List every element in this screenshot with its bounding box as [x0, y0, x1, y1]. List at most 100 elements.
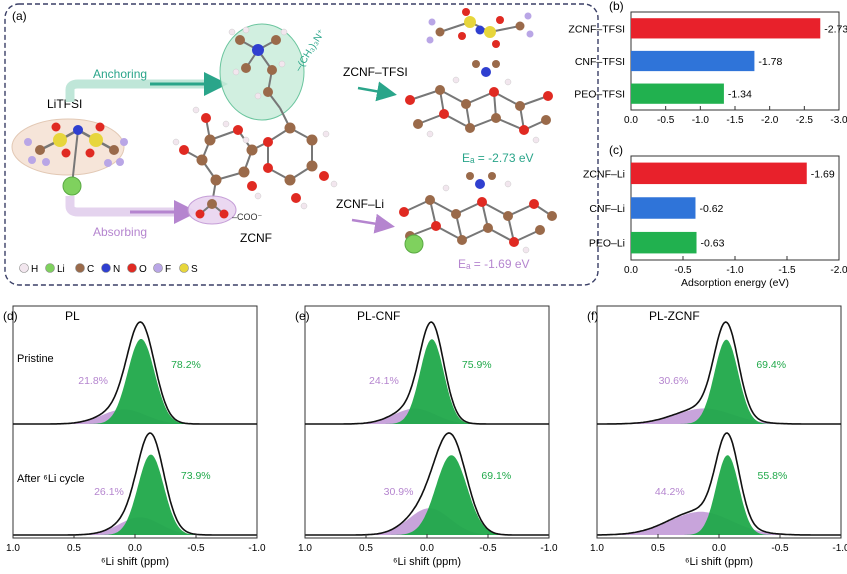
zcnf-molecule [172, 106, 338, 210]
x-tick-label: 0.0 [624, 115, 638, 126]
x-tick-label: 1.0 [6, 543, 20, 554]
percent-label: 73.9% [181, 470, 211, 482]
fit-component-area [597, 339, 841, 424]
percent-label: 69.1% [481, 470, 511, 482]
total-spectrum-line [13, 432, 257, 536]
panel-a-frame [4, 3, 599, 286]
data-label: -2.73 [824, 23, 847, 35]
panel-label: (c) [609, 143, 623, 157]
complex-tfsi-label: ZCNF–TFSI [343, 65, 408, 79]
total-spectrum-line [597, 321, 841, 425]
percent-label: 75.9% [462, 359, 492, 371]
chart-title: PL-CNF [357, 309, 400, 323]
salt-label: LiTFSI [47, 97, 82, 111]
x-tick-label: -2.0 [830, 265, 847, 276]
x-tick-label: 1.0 [590, 543, 604, 554]
percent-label: 55.8% [758, 470, 788, 482]
x-tick-label: -2.0 [761, 115, 779, 126]
x-tick-label: 0.0 [128, 543, 142, 554]
absorbing-label: Absorbing [93, 225, 147, 239]
legend-atom-label: Li [57, 264, 65, 275]
x-tick-label: -1.5 [726, 115, 744, 126]
panel-label: (e) [295, 309, 310, 323]
total-spectrum-line [13, 321, 257, 425]
litfsi-molecule [24, 122, 128, 196]
total-spectrum-line [305, 432, 549, 536]
x-tick-label: 0.0 [624, 265, 638, 276]
x-tick-label: -1.0 [692, 115, 710, 126]
panel-d-chart: (d) PL 21.8% 78.2% Pristine 26.1% 73.9% After ⁶… [3, 305, 266, 568]
x-tick-label: -0.5 [479, 543, 497, 554]
bar [631, 83, 724, 104]
x-tick-label: 0.5 [359, 543, 373, 554]
category-label: CNF–TFSI [575, 56, 625, 68]
category-label: PEO–Li [589, 238, 625, 250]
percent-label: 26.1% [94, 486, 124, 498]
total-spectrum-line [597, 432, 841, 536]
x-tick-label: 0.0 [712, 543, 726, 554]
x-axis-label: ⁶Li shift (ppm) [101, 556, 169, 568]
legend-atom-label: O [139, 264, 147, 275]
category-label: CNF–Li [589, 203, 625, 215]
panel-a: (a) LiTFSI [4, 3, 599, 286]
panel-label: (f) [587, 309, 598, 323]
ea-tfsi-value: Eₐ = -2.73 eV [462, 151, 534, 165]
percent-label: 69.4% [756, 359, 786, 371]
legend-atom-icon-o [127, 263, 137, 273]
x-tick-label: -0.5 [674, 265, 692, 276]
row-label: Pristine [17, 353, 54, 365]
chart-title: PL-ZCNF [649, 309, 700, 323]
x-tick-label: -1.0 [832, 543, 847, 554]
percent-label: 30.6% [659, 375, 689, 387]
legend-atom-label: H [31, 264, 38, 275]
anchoring-path [65, 79, 220, 102]
x-tick-label: -0.5 [657, 115, 675, 126]
panel-a-label: (a) [12, 9, 27, 23]
panel-label: (b) [609, 0, 624, 13]
panel-e-chart: (e) PL-CNF 24.1% 75.9% 30.9% 69.1% 1.0 0.5 0.0 -0… [295, 305, 558, 568]
x-tick-label: 1.0 [298, 543, 312, 554]
panel-label: (d) [3, 309, 18, 323]
data-label: -1.78 [758, 56, 782, 68]
legend-atom-icon-li [45, 263, 55, 273]
data-label: -1.34 [728, 89, 752, 101]
legend-atom-label: F [165, 264, 171, 275]
bar [631, 162, 807, 185]
panel-c-chart: (c) ZCNF–Li -1.69 CNF–Li -0.62 PEO–Li -0.63 0.0… [583, 143, 847, 289]
carboxyl-group [195, 199, 229, 219]
legend-atom-icon-n [101, 263, 111, 273]
absorbing-path [65, 196, 190, 217]
percent-label: 30.9% [384, 486, 414, 498]
fit-component-area [305, 455, 549, 535]
x-tick-label: 0.0 [420, 543, 434, 554]
x-axis-label: Adsorption energy (eV) [681, 277, 789, 289]
x-axis-label: ⁶Li shift (ppm) [685, 556, 753, 568]
legend-atom-label: N [113, 264, 120, 275]
bar [631, 50, 755, 72]
bar [631, 18, 821, 39]
x-tick-label: -3.0 [830, 115, 847, 126]
percent-label: 44.2% [655, 486, 685, 498]
total-spectrum-line [305, 321, 549, 425]
carboxyl-group-label: –COO⁻ [232, 212, 263, 222]
zcnf-label: ZCNF [240, 231, 272, 245]
percent-label: 78.2% [171, 359, 201, 371]
atom-legend: H Li C N O F S [19, 263, 198, 275]
legend-atom-icon-s [179, 263, 189, 273]
data-label: -0.62 [699, 203, 723, 215]
fit-component-area [597, 455, 841, 535]
x-tick-label: -1.0 [540, 543, 558, 554]
ea-li-value: Eₐ = -1.69 eV [458, 257, 530, 271]
percent-label: 24.1% [369, 375, 399, 387]
fit-component-area [305, 339, 549, 424]
complex-li-arrow [351, 213, 395, 234]
complex-li-label: ZCNF–Li [336, 197, 384, 211]
x-tick-label: -1.0 [726, 265, 744, 276]
x-tick-label: -2.5 [796, 115, 814, 126]
legend-atom-icon-f [153, 263, 163, 273]
category-label: ZCNF–Li [583, 168, 625, 180]
quat-ammonium-highlight [219, 23, 305, 121]
data-label: -1.69 [811, 168, 835, 180]
complex-tfsi-arrow [357, 81, 397, 102]
